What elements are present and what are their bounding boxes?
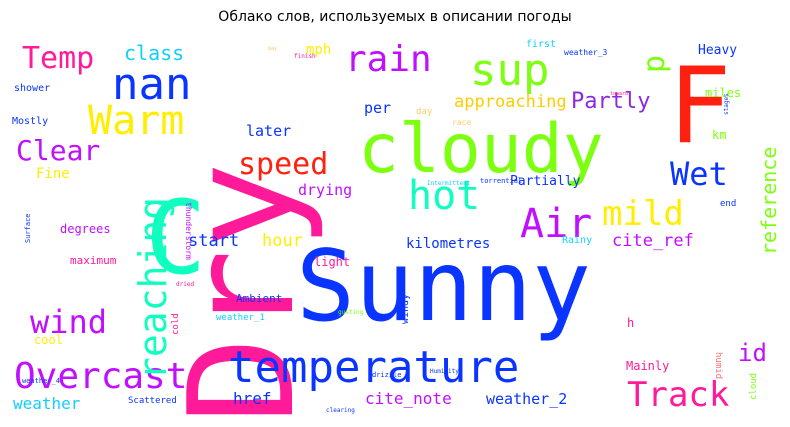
word-wind: wind bbox=[30, 303, 107, 341]
chart-title: Облако слов, используемых в описании пог… bbox=[218, 9, 572, 25]
word-warm: Warm bbox=[88, 98, 184, 144]
word-weather-1: weather_1 bbox=[216, 313, 265, 323]
word-per: per bbox=[364, 99, 391, 117]
word-weather-4: weather_4 bbox=[22, 377, 60, 385]
word-weather-2: weather_2 bbox=[486, 390, 567, 408]
word-cloud: cloud bbox=[749, 373, 759, 400]
word-day: day bbox=[416, 107, 433, 117]
word-partly: Partly bbox=[571, 89, 650, 114]
word-p: p bbox=[637, 55, 672, 73]
word-reference: reference bbox=[757, 147, 781, 255]
word-hot: hot bbox=[408, 173, 480, 219]
word-class: class bbox=[124, 41, 184, 65]
word-humid: humid bbox=[713, 352, 723, 379]
word-mainly: Mainly bbox=[626, 359, 669, 373]
word-cloudy: cloudy bbox=[358, 110, 604, 189]
word-id: id bbox=[738, 339, 767, 367]
word-surface: Surface bbox=[24, 213, 32, 243]
word-dry: Dry bbox=[158, 162, 327, 424]
word-temp: Temp bbox=[22, 41, 94, 76]
word-overcast: Overcast bbox=[14, 356, 187, 397]
word-track: Track bbox=[627, 375, 729, 415]
word-mph: mph bbox=[306, 42, 331, 58]
word-temperature: temperature bbox=[228, 342, 519, 393]
word-f: F bbox=[668, 45, 731, 167]
word-shower: shower bbox=[14, 83, 50, 94]
word-ambient: Ambient bbox=[236, 292, 282, 305]
word-stages: stages bbox=[723, 93, 730, 115]
word-weather: weather bbox=[13, 394, 81, 413]
word-degrees: degrees bbox=[60, 222, 111, 236]
word-maximum: maximum bbox=[70, 254, 117, 267]
word-scattered: Scattered bbox=[128, 396, 177, 406]
word-start: start bbox=[188, 231, 239, 251]
word-humidity: Humidity bbox=[430, 368, 459, 375]
word-toward: toward bbox=[610, 91, 628, 97]
word-fine: Fine bbox=[36, 166, 70, 182]
word-cite-ref: cite_ref bbox=[612, 231, 694, 251]
word-end: end bbox=[720, 199, 736, 209]
word-weather-3: weather_3 bbox=[564, 48, 608, 57]
word-air: Air bbox=[520, 201, 592, 247]
word-sup: sup bbox=[470, 45, 549, 96]
word-speed: speed bbox=[238, 147, 328, 182]
word-intermittent: Intermittent bbox=[427, 180, 471, 187]
word-torrential: torrential bbox=[480, 177, 522, 185]
word-rainy: Rainy bbox=[562, 235, 592, 246]
word-finish: finish bbox=[294, 53, 316, 60]
word-gusting: gusting bbox=[338, 309, 364, 316]
word-may: may bbox=[268, 46, 277, 52]
word-reaching: reaching bbox=[131, 197, 175, 380]
word-first: first bbox=[526, 39, 556, 50]
word-wet: Wet bbox=[670, 155, 728, 193]
word-race: race bbox=[452, 118, 471, 127]
word-windy: windy bbox=[400, 294, 411, 324]
word-sunny: Sunny bbox=[296, 230, 591, 344]
word-h: h bbox=[627, 316, 634, 330]
word-partially: Partially bbox=[510, 174, 581, 189]
word-light: light bbox=[314, 255, 350, 269]
word-nan: nan bbox=[112, 59, 191, 110]
word-drying: drying bbox=[298, 181, 352, 199]
word-mostly: Mostly bbox=[12, 116, 48, 127]
word-drizzle: drizzle bbox=[372, 371, 402, 379]
word-cold: cold bbox=[171, 313, 181, 335]
word-approaching: approaching bbox=[454, 92, 567, 112]
word-heavy: Heavy bbox=[698, 43, 737, 58]
word-cool: cool bbox=[34, 333, 63, 347]
word-miles: miles bbox=[705, 86, 741, 100]
word-mild: mild bbox=[602, 194, 684, 234]
word-clear: Clear bbox=[16, 134, 100, 167]
word-dried: dried bbox=[176, 281, 194, 288]
word-href: href bbox=[233, 389, 272, 408]
word-cite-note: cite_note bbox=[365, 389, 452, 408]
word-thunderstorm: thunderstorm bbox=[184, 202, 193, 260]
word-hour: hour bbox=[262, 231, 303, 251]
word-km: km bbox=[712, 128, 726, 142]
word-rain: rain bbox=[345, 39, 432, 80]
word-kilometres: kilometres bbox=[406, 236, 490, 252]
word-later: later bbox=[246, 122, 291, 140]
word-c: C bbox=[145, 179, 206, 298]
word-clearing: clearing bbox=[326, 407, 355, 414]
